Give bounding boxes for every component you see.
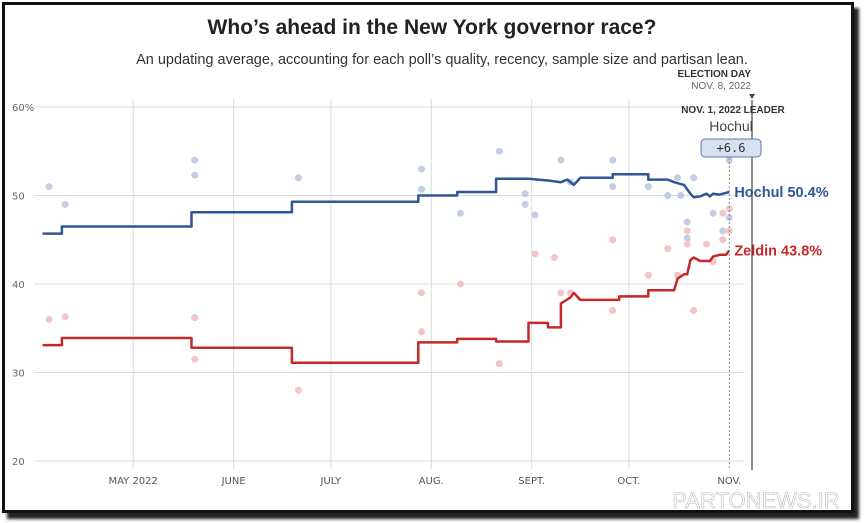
poll-dot-zeldin [550,253,558,261]
poll-dot-hochul [683,234,691,242]
poll-dot-zeldin [418,289,426,297]
poll-dot-hochul [294,174,302,182]
poll-dot-zeldin [690,307,698,315]
poll-dot-zeldin [61,313,69,321]
poll-dot-hochul [456,209,464,217]
x-tick-label: JUNE [221,476,246,487]
poll-dot-zeldin [418,328,426,336]
poll-dot-hochul [683,218,691,226]
poll-dot-hochul [664,192,672,199]
poll-dot-hochul [609,156,617,164]
y-tick-label: 50 [12,192,25,203]
y-tick-label: 30 [12,369,25,380]
poll-dot-zeldin [664,245,672,253]
poll-dot-zeldin [191,355,199,363]
poll-dot-hochul [677,192,685,199]
x-tick-label: NOV. [717,476,741,487]
election-day-marker-icon [749,94,755,99]
poll-dot-hochul [719,227,727,235]
y-tick-label: 20 [12,457,25,468]
poll-dot-zeldin [725,205,733,213]
poll-dot-hochul [709,209,717,217]
chart-subtitle: An updating average, accounting for each… [136,52,748,68]
poll-dot-zeldin [609,236,617,244]
x-tick-label: SEPT. [518,476,545,487]
poll-dot-hochul [725,214,733,222]
poll-dot-zeldin [45,315,53,323]
poll-dot-hochul [690,174,698,182]
poll-dot-zeldin [495,360,503,368]
poll-dot-zeldin [557,289,565,297]
end-label-zeldin: Zeldin 43.8% [734,243,822,259]
poll-dot-hochul [644,183,652,191]
poll-dot-hochul [191,156,199,164]
x-tick-label: AUG. [419,476,444,487]
election-day-date: NOV. 8, 2022 [691,81,751,92]
poll-dot-hochul [495,147,503,155]
poll-dot-zeldin [609,307,617,315]
poll-dot-zeldin [683,227,691,235]
poll-dot-hochul [531,211,539,219]
poll-dot-hochul [557,156,565,164]
trend-line-zeldin [42,249,731,365]
poll-dot-hochul [418,185,426,193]
poll-dot-hochul [521,200,529,208]
end-label-hochul: Hochul 50.4% [734,185,828,201]
poll-dot-zeldin [703,240,711,248]
election-day-label: ELECTION DAY [677,69,751,80]
y-tick-label: 40 [12,280,25,291]
poll-dot-zeldin [456,280,464,288]
poll-dot-hochul [418,165,426,173]
poll-dot-hochul [45,183,53,191]
watermark: PARTONEWS.IR [672,488,839,513]
poll-dot-hochul [521,190,529,198]
chart-title: Who’s ahead in the New York governor rac… [208,16,657,39]
poll-dot-hochul [725,156,733,164]
leader-margin-badge [700,138,762,158]
poll-dot-hochul [191,171,199,179]
leader-heading: NOV. 1, 2022 LEADER [681,105,785,116]
poll-dot-hochul [673,174,681,182]
poll-dot-hochul [609,183,617,191]
leader-name: Hochul [709,118,753,134]
x-tick-label: JULY [320,476,343,487]
x-tick-label: MAY 2022 [108,476,157,487]
trend-line-hochul [42,173,730,235]
x-tick-label: OCT. [617,476,640,487]
poll-dot-zeldin [719,209,727,217]
y-tick-label: 60% [12,103,34,114]
poll-dot-zeldin [719,236,727,244]
poll-dot-zeldin [191,314,199,322]
leader-margin: +6.6 [717,141,746,155]
poll-dot-hochul [61,200,69,208]
poll-dot-zeldin [294,386,302,394]
poll-dot-zeldin [683,240,691,248]
poll-dot-zeldin [531,250,539,258]
poll-dot-zeldin [644,271,652,279]
